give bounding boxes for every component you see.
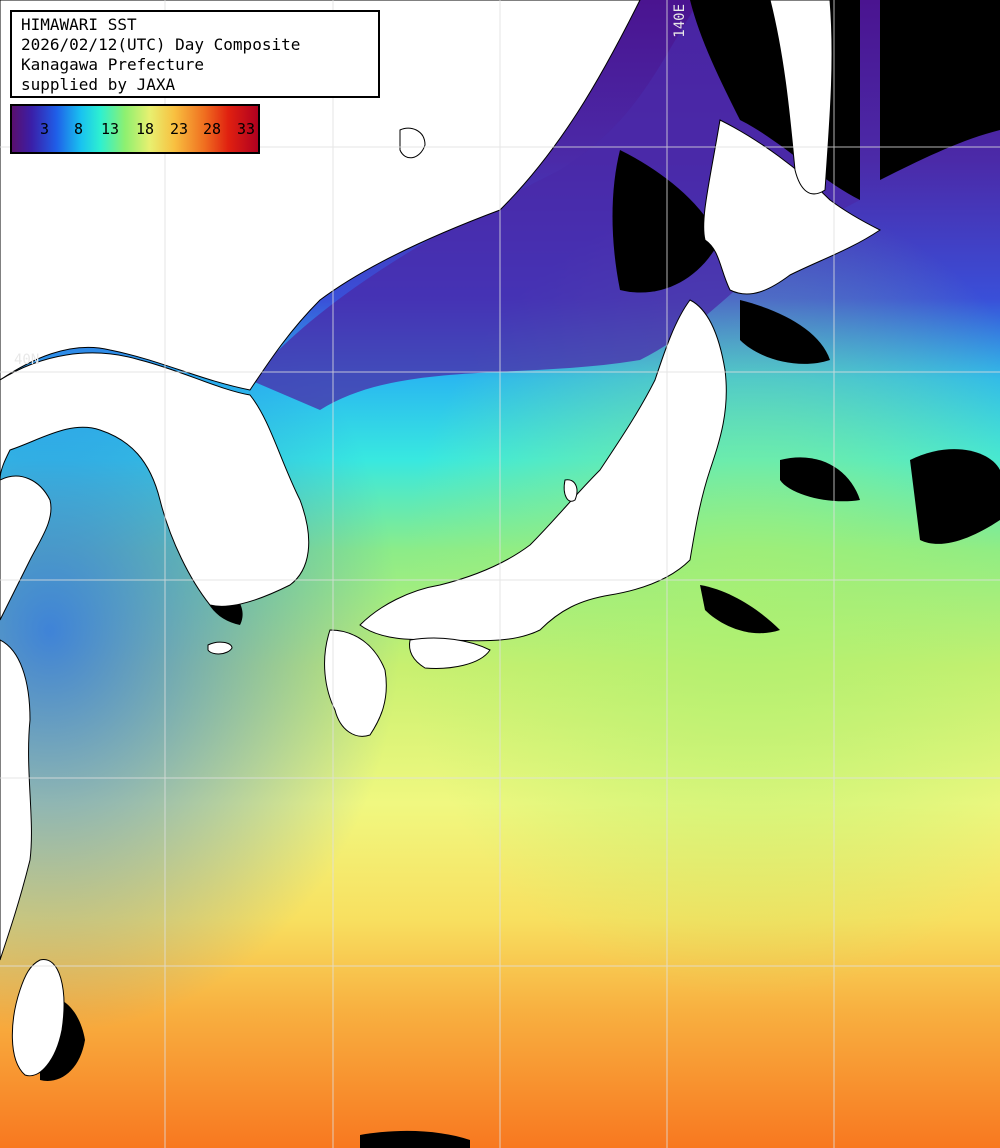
legend-tick: 3 — [40, 120, 50, 138]
land-shikoku — [409, 637, 491, 669]
temperature-color-legend: 3 8 13 18 23 28 33 — [10, 104, 260, 154]
legend-tick: 28 — [203, 120, 222, 138]
title-line-1: HIMAWARI SST — [21, 15, 137, 34]
legend-tick: 18 — [136, 120, 155, 138]
legend-tick: 13 — [101, 120, 120, 138]
land-oki — [399, 127, 426, 159]
cloud-far-east — [910, 449, 1000, 544]
latitude-label-40n: 40N — [14, 352, 40, 368]
cloud-tsugaru — [612, 150, 720, 293]
land-sado — [563, 479, 578, 502]
legend-tick: 23 — [170, 120, 189, 138]
cloud-south-edge — [360, 1130, 470, 1148]
title-line-2: 2026/02/12(UTC) Day Composite — [21, 35, 301, 54]
legend-labels: 3 8 13 18 23 28 33 — [12, 120, 258, 140]
legend-tick: 33 — [237, 120, 256, 138]
land-kyushu — [324, 629, 387, 737]
land-taiwan — [11, 959, 65, 1077]
cloud-izu — [700, 585, 780, 634]
land-china-coast — [0, 475, 52, 961]
title-box: HIMAWARI SST 2026/02/12(UTC) Day Composi… — [10, 10, 380, 98]
title-line-4: supplied by JAXA — [21, 75, 176, 94]
longitude-label-140e: 140E — [672, 4, 688, 38]
cloud-sanriku — [740, 300, 830, 364]
cloud-east-pacific — [780, 457, 860, 502]
land-hokkaido — [703, 119, 881, 295]
land-sakhalin — [769, 0, 833, 195]
cloud-okhotsk — [880, 0, 1000, 180]
land-jeju — [207, 641, 233, 655]
japan-sea-cold-water — [250, 0, 860, 410]
land-korea — [0, 352, 310, 607]
legend-tick: 8 — [74, 120, 84, 138]
title-line-3: Kanagawa Prefecture — [21, 55, 205, 74]
